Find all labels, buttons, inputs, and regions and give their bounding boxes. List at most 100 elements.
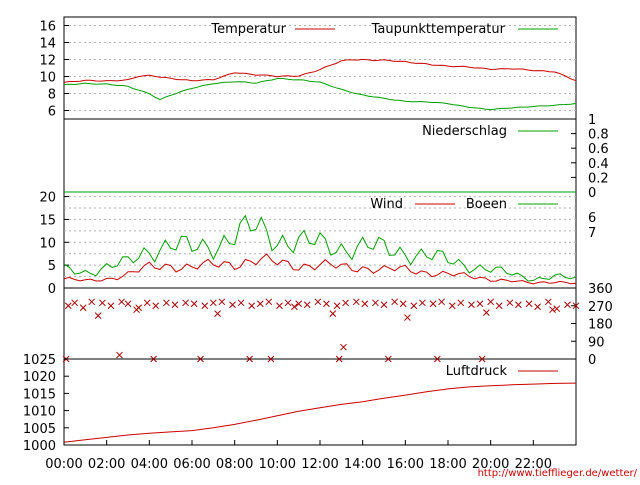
scatter-point — [340, 343, 347, 351]
y-tick-label-right: 7 — [588, 226, 596, 241]
y-tick-label: 15 — [39, 213, 56, 228]
scatter-point — [525, 300, 533, 308]
y-tick-label-right: 0.6 — [588, 142, 609, 157]
series-line-wind — [63, 253, 577, 285]
scatter-point — [79, 304, 87, 312]
x-tick-label: 06:00 — [173, 457, 210, 472]
x-tick-label: 20:00 — [472, 457, 509, 472]
scatter-point — [572, 302, 580, 310]
scatter-point — [361, 300, 369, 308]
scatter-point — [209, 299, 217, 307]
scatter-point — [495, 302, 503, 310]
scatter-point — [248, 302, 256, 310]
scatter-point — [515, 301, 522, 309]
y-tick-label: 1005 — [23, 422, 56, 437]
scatter-point — [342, 299, 349, 307]
scatter-point — [314, 298, 322, 306]
y-tick-label-right: 0.4 — [588, 157, 609, 172]
y-tick-label-right: 360 — [588, 282, 613, 297]
scatter-point — [335, 355, 343, 363]
scatter-point — [372, 299, 379, 307]
panel-frame-4 — [63, 287, 577, 360]
scatter-point — [487, 298, 495, 306]
scatter-point — [323, 300, 330, 308]
x-tick-label: 22:00 — [515, 457, 552, 472]
scatter-point — [476, 300, 484, 308]
x-tick-label: 00:00 — [45, 457, 82, 472]
y-tick-label: 16 — [39, 20, 56, 35]
scatter-point — [229, 301, 236, 309]
scatter-point — [553, 305, 561, 313]
y-tick-label: 1025 — [23, 353, 56, 368]
y-tick-label: 1010 — [23, 405, 56, 420]
x-tick-label: 08:00 — [216, 457, 253, 472]
scatter-point — [276, 302, 283, 310]
y-tick-label-right: 1 — [588, 113, 596, 128]
scatter-point — [190, 300, 198, 308]
series-line-luftdruck — [63, 382, 577, 443]
scatter-point — [163, 299, 170, 307]
scatter-point — [534, 303, 541, 311]
scatter-point — [410, 302, 418, 310]
scatter-point — [380, 301, 388, 309]
x-tick-label: 02:00 — [88, 457, 125, 472]
scatter-point — [544, 298, 552, 306]
y-tick-label-right: 0.2 — [588, 171, 609, 186]
scatter-point — [99, 299, 106, 307]
y-tick-label: 6 — [48, 105, 56, 120]
scatter-point — [88, 298, 96, 306]
y-tick-label-right: 90 — [588, 335, 605, 350]
legend-label-temperatur: Temperatur — [210, 22, 286, 37]
scatter-point — [291, 303, 298, 311]
y-tick-label: 14 — [39, 37, 56, 52]
scatter-point — [256, 300, 264, 308]
scatter-point — [171, 301, 179, 309]
y-tick-label: 5 — [48, 259, 56, 274]
scatter-point — [457, 299, 465, 307]
legend-label-boeen: Boeen — [466, 197, 507, 212]
scatter-point — [237, 299, 245, 307]
x-tick-label: 04:00 — [131, 457, 168, 472]
y-tick-label: 20 — [39, 191, 56, 206]
y-tick-label-right: 0 — [588, 353, 596, 368]
y-tick-label: 8 — [48, 88, 56, 103]
scatter-point — [150, 355, 157, 363]
y-tick-label: 1000 — [23, 439, 56, 454]
scatter-point — [483, 309, 490, 317]
scatter-point — [448, 302, 456, 310]
scatter-point — [182, 299, 189, 307]
y-tick-label-right: 180 — [588, 318, 613, 333]
y-tick-label: 10 — [39, 71, 56, 86]
scatter-point — [265, 298, 273, 306]
legend-label-taupunkttemperatur: Taupunkttemperatur — [371, 22, 506, 37]
y-tick-label-right: 6 — [588, 211, 596, 226]
scatter-point — [118, 298, 125, 306]
scatter-point — [564, 301, 571, 309]
scatter-point — [295, 300, 303, 308]
source-url[interactable]: http://www.tiefflieger.de/wetter/ — [478, 468, 638, 479]
series-line-temperatur — [63, 58, 577, 83]
legend-label-niederschlag: Niederschlag — [422, 124, 507, 139]
scatter-point — [71, 299, 79, 307]
y-tick-label-right: 0 — [588, 186, 596, 201]
scatter-point — [329, 310, 337, 317]
scatter-point — [116, 351, 123, 359]
scatter-point — [549, 306, 556, 314]
x-tick-label: 10:00 — [259, 457, 296, 472]
y-tick-label-right: 270 — [588, 300, 613, 315]
scatter-point — [506, 299, 514, 307]
scatter-point — [333, 302, 341, 310]
scatter-point — [94, 312, 102, 319]
scatter-point — [433, 355, 441, 363]
scatter-point — [352, 298, 360, 306]
scatter-point — [214, 310, 221, 317]
y-tick-label: 12 — [39, 54, 56, 69]
y-tick-label: 0 — [48, 282, 56, 297]
scatter-point — [201, 302, 209, 310]
scatter-point — [135, 304, 143, 312]
legend-label-wind: Wind — [370, 197, 403, 212]
series-line-boeen — [63, 214, 577, 282]
scatter-point — [404, 314, 411, 321]
scatter-point — [284, 299, 292, 307]
